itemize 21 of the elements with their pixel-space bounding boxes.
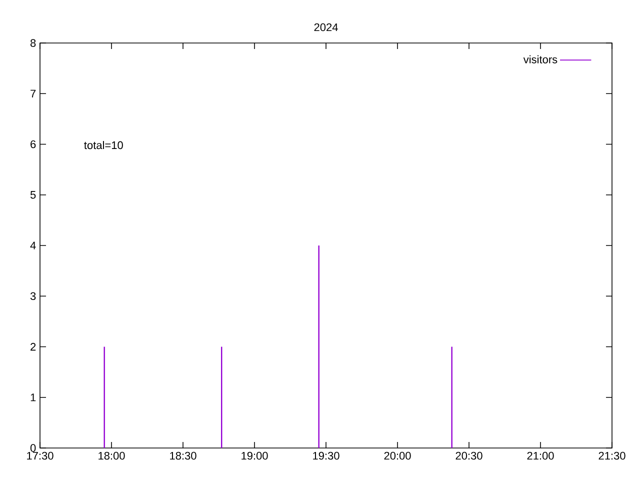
x-tick-label: 19:00: [242, 452, 268, 460]
y-tick-label: 5: [30, 191, 36, 199]
x-tick-label: 21:30: [598, 452, 626, 460]
y-tick-label: 2: [30, 342, 36, 351]
x-tick-label: 18:00: [98, 452, 125, 460]
x-tick-label: 21:00: [527, 452, 554, 460]
y-tick-label: 7: [30, 90, 36, 98]
y-tick-label: 8: [30, 39, 36, 47]
y-tick-label: 3: [30, 292, 36, 300]
x-tick-label: 19:30: [313, 452, 340, 460]
x-tick-label: 20:30: [456, 452, 482, 460]
x-tick-label: 18:30: [170, 452, 196, 460]
y-tick-label: 1: [30, 394, 36, 402]
y-tick-label: 0: [30, 444, 36, 452]
y-tick-label: 4: [30, 242, 36, 250]
x-tick-label: 20:00: [384, 452, 411, 460]
legend-label: visitors: [523, 55, 558, 64]
annotation: total=10: [84, 141, 123, 150]
x-tick-label: 17:30: [27, 452, 54, 460]
y-tick-label: 6: [30, 140, 36, 148]
chart-title: 2024: [314, 23, 338, 32]
